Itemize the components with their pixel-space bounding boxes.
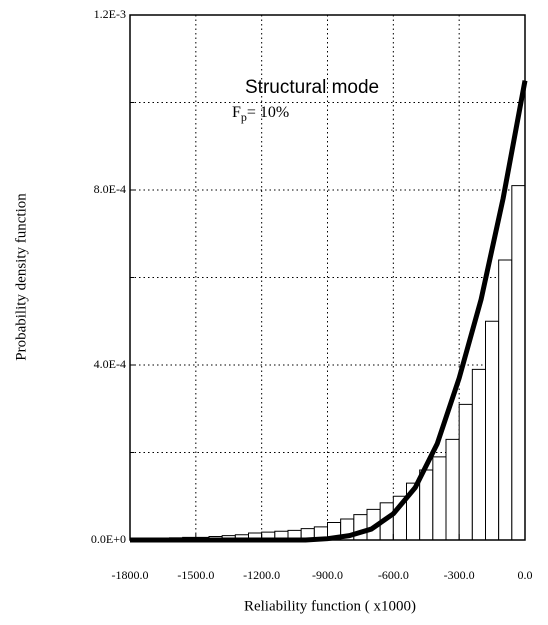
x-tick-label: -1200.0 — [243, 568, 280, 582]
x-tick-label: -300.0 — [444, 568, 475, 582]
x-axis-label: Reliability function ( x1000) — [244, 598, 416, 614]
y-tick-label: 1.2E-3 — [94, 7, 126, 21]
bar — [511, 185, 526, 541]
bar — [458, 403, 473, 541]
ann-rest: = 10% — [247, 104, 289, 121]
bar — [485, 320, 500, 541]
y-axis-label: Probability density function — [13, 193, 29, 361]
ann-f: F — [232, 104, 241, 121]
x-tick-label: 0.0 — [518, 568, 533, 582]
y-tick-label: 0.0E+0 — [91, 532, 126, 546]
bar — [471, 368, 487, 541]
x-tick-label: -600.0 — [378, 568, 409, 582]
x-tick-label: -1500.0 — [177, 568, 214, 582]
x-tick-label: -1800.0 — [112, 568, 149, 582]
bar — [419, 469, 434, 541]
x-tick-label: -900.0 — [312, 568, 343, 582]
bar — [432, 456, 447, 541]
y-tick-label: 4.0E-4 — [94, 357, 126, 371]
y-tick-label: 8.0E-4 — [94, 182, 126, 196]
bar — [445, 438, 460, 541]
density-curve — [130, 80, 528, 543]
ann-sub: p — [241, 110, 247, 124]
annotation: Fp= 10% — [232, 104, 289, 124]
bar — [498, 259, 513, 541]
annotation-title: Structural mode — [245, 77, 379, 98]
